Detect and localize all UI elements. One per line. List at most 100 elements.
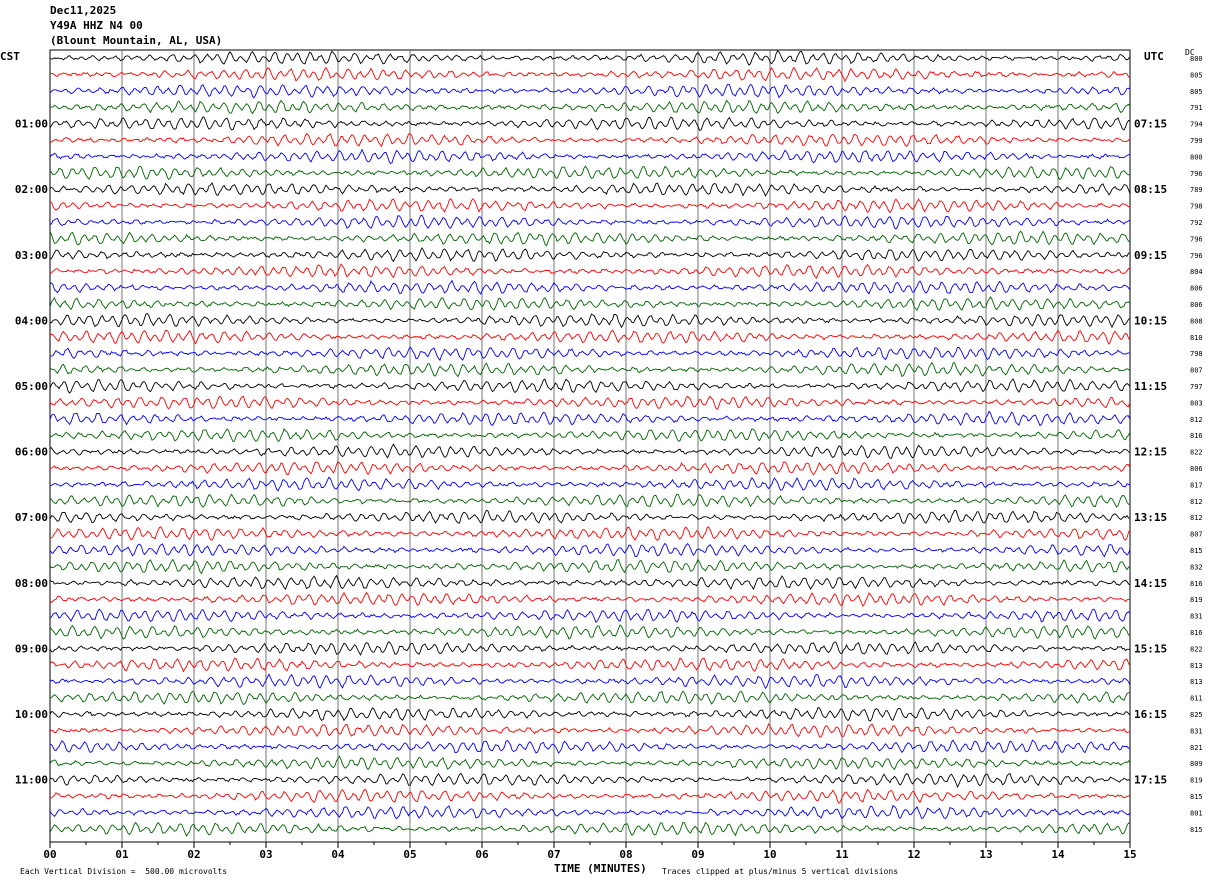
x-tick-label: 07 — [547, 848, 560, 861]
dc-offset-label: 821 — [1190, 744, 1203, 752]
seismic-trace — [49, 476, 1131, 492]
dc-offset-label: 807 — [1190, 531, 1203, 539]
seismic-trace — [49, 214, 1131, 230]
dc-offset-label: 810 — [1190, 334, 1203, 342]
seismic-trace — [49, 443, 1131, 459]
right-timezone-label: UTC — [1144, 50, 1164, 63]
seismic-trace — [49, 165, 1131, 181]
dc-offset-label: 792 — [1190, 219, 1203, 227]
dc-offset-label: 817 — [1190, 481, 1203, 489]
dc-offset-label: 796 — [1190, 252, 1203, 260]
seismic-trace — [49, 50, 1131, 66]
seismic-trace — [49, 558, 1131, 575]
seismic-trace — [49, 493, 1131, 508]
dc-offset-label: 804 — [1190, 268, 1203, 276]
dc-offset-label: 816 — [1190, 580, 1203, 588]
seismic-trace — [49, 428, 1131, 443]
seismic-trace — [49, 312, 1131, 329]
seismic-trace — [49, 361, 1131, 378]
seismic-trace — [49, 83, 1131, 99]
seismic-trace — [49, 66, 1131, 83]
dc-offset-label: 798 — [1190, 203, 1203, 211]
seismic-trace — [49, 132, 1131, 148]
seismic-trace — [49, 608, 1131, 624]
dc-offset-label: 797 — [1190, 383, 1203, 391]
seismic-trace — [49, 542, 1131, 558]
utc-hour-label: 10:15 — [1134, 314, 1167, 327]
scale-note: Each Vertical Division = 500.00 microvol… — [20, 867, 228, 876]
dc-offset-label: 816 — [1190, 432, 1203, 440]
seismic-trace — [49, 116, 1131, 131]
dc-offset-label: 822 — [1190, 449, 1203, 457]
seismic-trace — [49, 788, 1131, 804]
seismic-trace — [49, 230, 1131, 247]
dc-offset-label: 808 — [1190, 317, 1203, 325]
dc-offset-label: 796 — [1190, 235, 1203, 243]
utc-hour-label: 11:15 — [1134, 380, 1167, 393]
seismic-trace — [49, 641, 1131, 657]
cst-hour-label: 11:00 — [15, 774, 48, 787]
utc-hour-label: 13:15 — [1134, 511, 1167, 524]
left-timezone-label: CST — [0, 50, 20, 63]
dc-offset-label: 794 — [1190, 121, 1203, 129]
cst-hour-label: 02:00 — [15, 183, 48, 196]
seismic-trace — [49, 739, 1131, 754]
dc-offset-label: 819 — [1190, 596, 1203, 604]
utc-hour-label: 14:15 — [1134, 577, 1167, 590]
dc-offset-label: 799 — [1190, 137, 1203, 145]
x-tick-label: 06 — [475, 848, 489, 861]
seismic-trace — [49, 657, 1131, 673]
x-tick-label: 02 — [187, 848, 200, 861]
x-tick-label: 11 — [835, 848, 849, 861]
x-tick-label: 13 — [979, 848, 992, 861]
seismic-trace — [49, 804, 1131, 820]
dc-offset-label: 789 — [1190, 186, 1203, 194]
dc-offset-label: 815 — [1190, 826, 1203, 834]
clip-note: Traces clipped at plus/minus 5 vertical … — [662, 867, 899, 876]
cst-hour-label: 06:00 — [15, 446, 48, 459]
x-tick-label: 14 — [1051, 848, 1065, 861]
dc-offset-label: 832 — [1190, 563, 1203, 571]
dc-offset-label: 812 — [1190, 514, 1203, 522]
seismic-trace — [49, 395, 1131, 410]
dc-offset-label: 831 — [1190, 613, 1203, 621]
dc-offset-label: 812 — [1190, 498, 1203, 506]
seismic-trace — [49, 99, 1131, 115]
utc-hour-label: 17:15 — [1134, 774, 1167, 787]
seismic-trace — [49, 690, 1131, 706]
dc-offset-label: 819 — [1190, 777, 1203, 785]
station-location: (Blount Mountain, AL, USA) — [50, 34, 223, 47]
dc-offset-label: 803 — [1190, 399, 1203, 407]
seismic-trace — [49, 279, 1131, 295]
dc-offset-label: 805 — [1190, 88, 1203, 96]
seismic-trace — [49, 707, 1131, 722]
seismic-trace — [49, 772, 1131, 789]
seismic-trace — [49, 181, 1131, 197]
seismic-trace — [49, 624, 1131, 640]
dc-offset-label: 815 — [1190, 547, 1203, 555]
dc-offset-label: 800 — [1190, 153, 1203, 161]
dc-offset-label: 791 — [1190, 104, 1203, 112]
utc-hour-label: 15:15 — [1134, 642, 1167, 655]
dc-offset-label: 798 — [1190, 350, 1203, 358]
dc-offset-label: 807 — [1190, 367, 1203, 375]
x-tick-label: 03 — [259, 848, 272, 861]
x-tick-label: 08 — [619, 848, 632, 861]
x-tick-label: 12 — [907, 848, 920, 861]
seismic-trace — [49, 329, 1131, 346]
utc-hour-label: 12:15 — [1134, 446, 1167, 459]
seismic-trace — [49, 821, 1131, 837]
cst-hour-label: 09:00 — [15, 642, 48, 655]
seismic-trace — [49, 723, 1131, 738]
seismic-trace — [49, 591, 1131, 608]
seismic-trace — [50, 346, 1131, 362]
seismic-trace — [49, 526, 1131, 542]
seismic-trace — [49, 378, 1131, 394]
record-date: Dec11,2025 — [50, 4, 117, 17]
cst-hour-label: 01:00 — [15, 118, 48, 131]
dc-offset-label: 831 — [1190, 727, 1203, 735]
station-id: Y49A HHZ N4 00 — [50, 19, 143, 32]
utc-hour-label: 09:15 — [1134, 249, 1167, 262]
x-tick-label: 10 — [763, 848, 776, 861]
